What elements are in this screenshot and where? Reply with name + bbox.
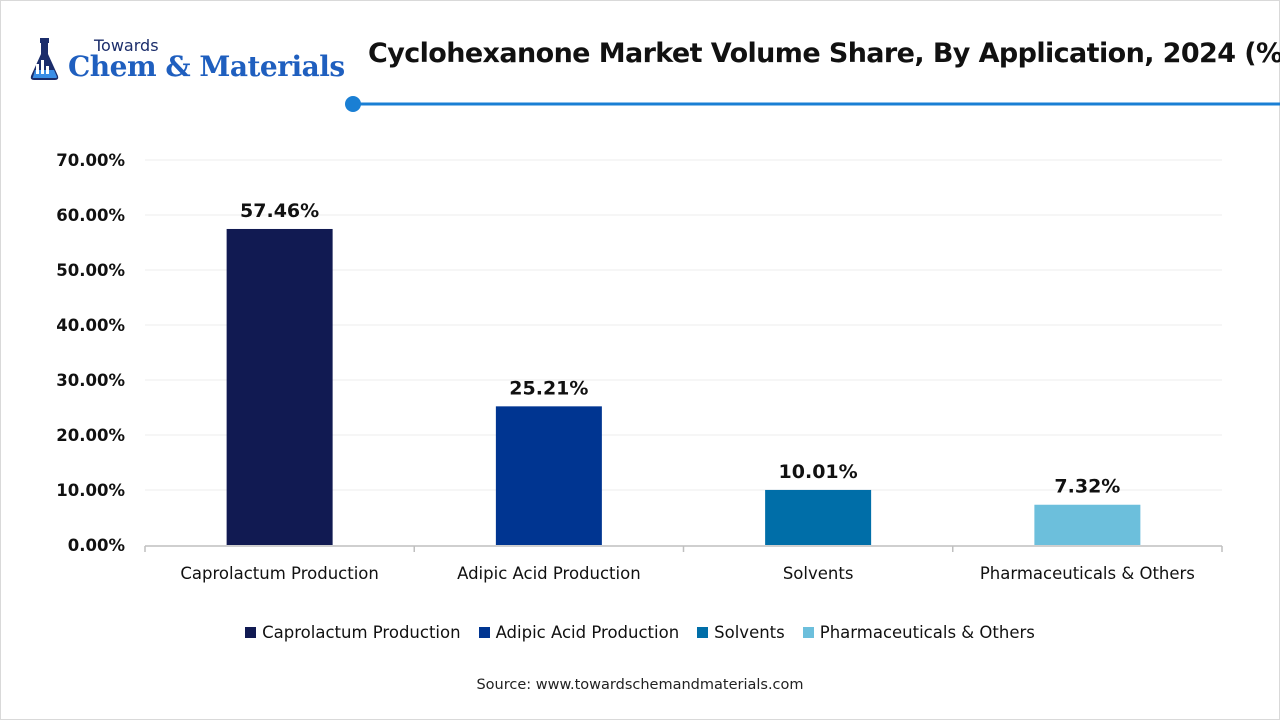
x-axis-ticks: Caprolactum Production Adipic Acid Produc…: [180, 564, 1195, 583]
legend-label: Solvents: [714, 622, 785, 642]
x-tick-label: Adipic Acid Production: [457, 564, 641, 583]
bars: [226, 228, 1141, 545]
y-tick-label: 0.00%: [68, 536, 126, 555]
y-tick-label: 20.00%: [56, 426, 125, 445]
legend-label: Pharmaceuticals & Others: [819, 622, 1035, 642]
legend-swatch: [802, 626, 814, 638]
y-tick-label: 50.00%: [56, 261, 125, 280]
legend-item: Adipic Acid Production: [478, 622, 680, 642]
legend-item: Caprolactum Production: [245, 622, 461, 642]
y-tick-label: 30.00%: [56, 371, 125, 390]
legend-label: Adipic Acid Production: [495, 622, 680, 642]
source-note: Source: www.towardschemandmaterials.com: [476, 677, 804, 693]
bar-chart: 0.00% 10.00% 20.00% 30.00% 40.00% 50.00% 60.00…: [56, 151, 1223, 583]
data-label: 10.01%: [779, 461, 858, 483]
brand-logo: Towards Chem & Materials: [24, 36, 345, 86]
x-tick-label: Caprolactum Production: [180, 564, 378, 583]
bar: [495, 406, 602, 545]
y-tick-label: 40.00%: [56, 316, 125, 335]
x-tick-label: Pharmaceuticals & Others: [980, 564, 1195, 583]
bar: [226, 228, 333, 545]
legend-item: Pharmaceuticals & Others: [802, 622, 1035, 642]
title-rule-line: [353, 102, 1280, 106]
y-tick-label: 60.00%: [56, 206, 125, 225]
data-label: 57.46%: [240, 200, 319, 222]
x-axis: [144, 545, 1223, 552]
x-tick-label: Solvents: [783, 564, 854, 583]
y-tick-label: 70.00%: [56, 151, 125, 170]
legend: Caprolactum Production Adipic Acid Produc…: [0, 620, 1280, 644]
data-label: 25.21%: [509, 377, 588, 399]
flask-icon: [30, 38, 59, 80]
y-tick-label: 10.00%: [56, 481, 125, 500]
data-label: 7.32%: [1054, 476, 1120, 498]
legend-swatch: [697, 626, 709, 638]
logo-chem-materials-text: Chem & Materials: [68, 50, 345, 83]
legend-swatch: [245, 626, 257, 638]
legend-swatch: [478, 626, 490, 638]
bar: [1034, 504, 1141, 545]
y-axis-ticks: 0.00% 10.00% 20.00% 30.00% 40.00% 50.00% 60.00…: [56, 151, 125, 555]
data-labels: 57.46% 25.21% 10.01% 7.32%: [240, 200, 1120, 498]
title-rule: [345, 96, 1280, 112]
chart-title: Cyclohexanone Market Volume Share, By Ap…: [368, 38, 1280, 69]
bar: [765, 489, 872, 545]
legend-label: Caprolactum Production: [262, 622, 461, 642]
logo-towards-text: Towards: [94, 36, 159, 55]
legend-item: Solvents: [697, 623, 785, 642]
